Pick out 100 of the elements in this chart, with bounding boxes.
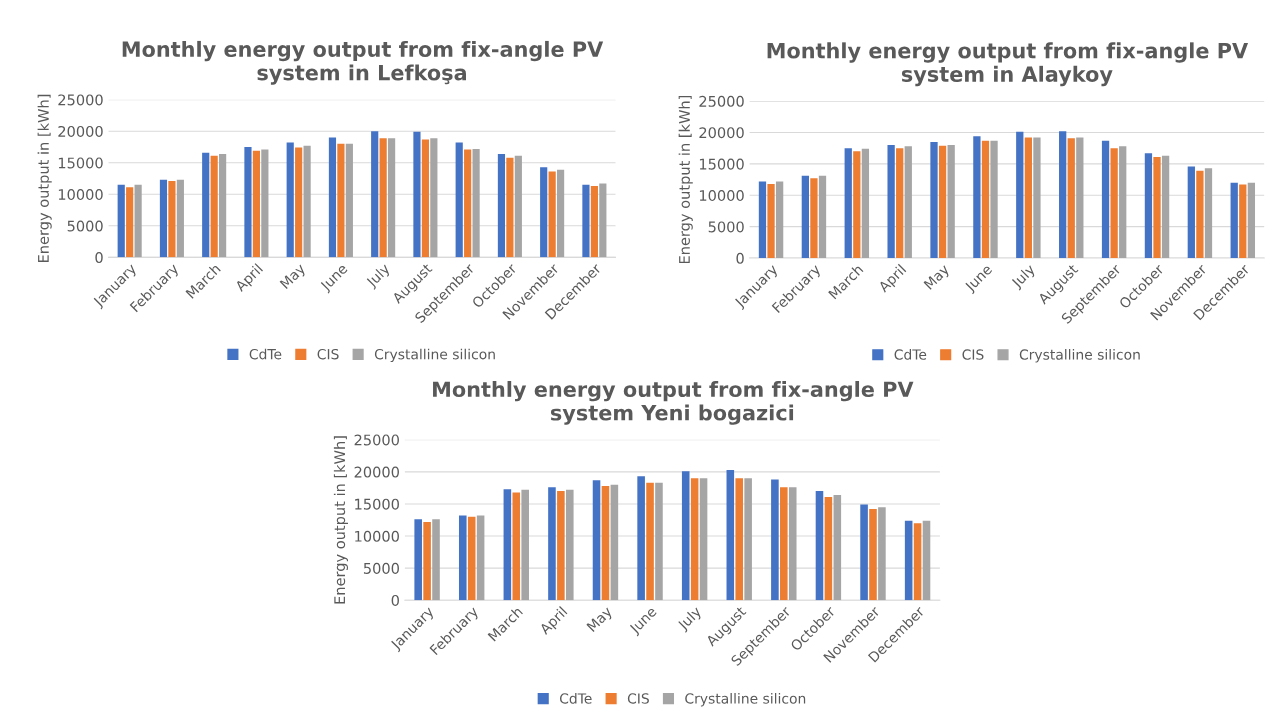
bar <box>202 152 210 258</box>
bar <box>328 137 337 258</box>
bar <box>379 138 387 258</box>
bar <box>1076 137 1084 259</box>
chart-title: Monthly energy output from fix-angle PV system in Alaykoy <box>767 42 1249 87</box>
bar <box>904 520 913 601</box>
bar <box>1033 137 1041 259</box>
bar <box>540 167 548 258</box>
bar <box>557 169 565 258</box>
bar <box>922 520 931 601</box>
bar <box>1204 168 1213 259</box>
bar <box>582 184 590 258</box>
bar <box>413 131 421 258</box>
legend-label: CIS <box>627 693 649 704</box>
bar <box>464 149 472 258</box>
bar <box>252 150 260 258</box>
bar <box>476 515 485 601</box>
bar <box>775 181 784 259</box>
y-tick-label: 0 <box>95 252 103 264</box>
y-tick-label: 10000 <box>355 530 399 542</box>
bar <box>423 521 431 601</box>
bar <box>1059 131 1067 259</box>
bar <box>788 487 797 601</box>
bar <box>973 136 981 259</box>
bar <box>126 187 134 258</box>
bar <box>295 147 303 258</box>
y-tick-label: 20000 <box>354 466 399 478</box>
bar <box>467 516 476 601</box>
bar <box>938 145 947 259</box>
bar <box>548 171 556 258</box>
bar <box>1144 153 1153 259</box>
bar <box>134 184 142 258</box>
bar <box>521 489 529 601</box>
bar <box>548 487 556 601</box>
bar <box>1067 138 1075 259</box>
bar <box>388 138 396 258</box>
bar <box>497 153 506 258</box>
bar <box>592 480 601 601</box>
bar <box>244 146 252 258</box>
bar <box>1196 170 1204 259</box>
y-tick-label: 15000 <box>699 158 744 170</box>
bar <box>117 184 125 258</box>
bar <box>699 478 708 601</box>
bar <box>261 149 269 258</box>
bar <box>210 155 218 258</box>
legend-label: CIS <box>962 349 984 360</box>
bar <box>844 148 852 259</box>
bar <box>758 181 767 259</box>
bar <box>681 471 690 601</box>
bar <box>655 482 663 601</box>
bar <box>1187 166 1195 259</box>
y-tick-label: 20000 <box>58 125 103 137</box>
bar <box>1161 155 1170 259</box>
bar <box>824 496 833 601</box>
y-tick-label: 20000 <box>699 127 744 139</box>
y-axis-title: Energy output in [kWh] <box>678 95 693 264</box>
bar <box>414 519 422 601</box>
bar <box>1101 140 1110 259</box>
bar <box>896 148 904 259</box>
bar <box>286 142 294 258</box>
bar <box>219 153 227 258</box>
bar <box>1016 131 1024 259</box>
bar <box>599 183 607 258</box>
bar <box>947 145 955 259</box>
bar <box>771 479 779 601</box>
bar <box>514 155 522 258</box>
bar <box>904 146 912 259</box>
bar <box>780 487 788 601</box>
y-tick-label: 25000 <box>354 434 399 446</box>
bar <box>930 141 938 259</box>
bar <box>590 186 598 258</box>
bar <box>430 138 438 258</box>
bar <box>1024 137 1032 259</box>
bar <box>767 183 775 259</box>
bar <box>815 491 824 601</box>
bar <box>601 485 610 601</box>
legend-label: CdTe <box>249 348 282 360</box>
y-axis-title: Energy output in [kWh] <box>333 436 348 604</box>
bar <box>159 179 168 258</box>
chart-title: Monthly energy output from fix-angle PV system Yeni bogazici <box>433 380 914 425</box>
bar <box>337 143 345 258</box>
bar <box>432 519 440 601</box>
bar <box>735 478 744 601</box>
bar <box>801 175 809 259</box>
bar <box>744 478 752 601</box>
bar <box>472 148 480 258</box>
bar <box>869 509 877 601</box>
bar <box>345 143 353 258</box>
bar <box>878 507 886 601</box>
bar <box>610 484 619 601</box>
chart-title: Monthly energy output from fix-angle PV system in Lefkoşa <box>122 40 604 85</box>
bar <box>503 489 512 601</box>
y-tick-label: 25000 <box>58 94 103 106</box>
bar <box>818 175 827 259</box>
bar <box>853 151 861 259</box>
bar <box>981 140 990 259</box>
bar <box>1230 182 1238 259</box>
bar <box>1153 156 1161 259</box>
y-tick-label: 5000 <box>363 562 399 574</box>
bar <box>303 145 311 258</box>
